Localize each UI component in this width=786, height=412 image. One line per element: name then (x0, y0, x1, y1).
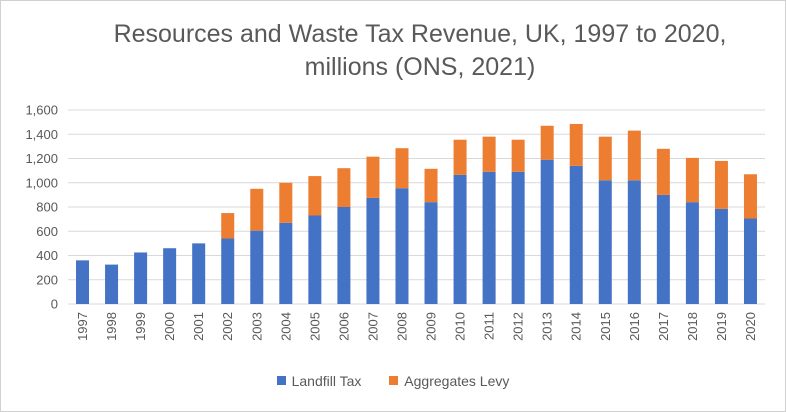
bar-landfill-2010 (453, 174, 467, 304)
bar-landfill-2005 (308, 215, 322, 304)
x-tick-label: 2013 (540, 312, 555, 341)
bar-landfill-2020 (743, 218, 757, 304)
bar-landfill-2016 (627, 180, 641, 304)
legend-label-landfill: Landfill Tax (291, 372, 362, 389)
bar-aggregates-2006 (337, 168, 351, 207)
x-tick-label: 2008 (394, 312, 409, 341)
x-tick-label: 2017 (656, 312, 671, 341)
x-tick-label: 2019 (714, 312, 729, 341)
x-tick-label: 1998 (104, 312, 119, 341)
bar-landfill-2018 (685, 202, 699, 304)
bar-aggregates-2019 (714, 160, 728, 209)
bar-landfill-2011 (482, 171, 496, 304)
bar-landfill-2013 (540, 159, 554, 304)
bar-landfill-2007 (366, 197, 380, 304)
bar-aggregates-2016 (627, 130, 641, 181)
y-tick-label: 1,600 (25, 103, 58, 118)
y-axis-ticks: 0 200 400 600 800 1,000 1,200 1,400 1,600 (25, 103, 58, 312)
bar-aggregates-2010 (453, 139, 467, 175)
y-tick-label: 1,000 (25, 175, 58, 190)
chart-title: Resources and Waste Tax Revenue, UK, 199… (70, 18, 770, 84)
bar-landfill-2012 (511, 171, 525, 304)
bar-aggregates-2018 (685, 157, 699, 203)
bar-aggregates-2020 (743, 174, 757, 219)
x-tick-label: 2005 (307, 312, 322, 341)
bar-aggregates-2002 (221, 213, 235, 239)
bar-landfill-2004 (279, 222, 293, 304)
bar-aggregates-2007 (366, 156, 380, 198)
y-tick-label: 1,400 (25, 127, 58, 142)
x-tick-label: 2010 (453, 312, 468, 341)
bars (76, 123, 757, 304)
chart-title-line-1: Resources and Waste Tax Revenue, UK, 199… (113, 20, 727, 48)
y-tick-label: 1,200 (25, 151, 58, 166)
bar-aggregates-2014 (569, 123, 583, 166)
x-tick-label: 2012 (511, 312, 526, 341)
bar-landfill-2008 (395, 188, 409, 304)
x-tick-label: 2004 (278, 312, 293, 341)
bar-aggregates-2009 (424, 168, 438, 203)
bar-landfill-2017 (656, 194, 670, 304)
bar-aggregates-2011 (482, 136, 496, 172)
legend-label-aggregates: Aggregates Levy (404, 372, 510, 389)
bar-aggregates-2005 (308, 176, 322, 216)
bar-aggregates-2003 (250, 188, 264, 231)
y-tick-label: 600 (36, 224, 58, 239)
legend-swatch-landfill (276, 376, 286, 385)
bar-landfill-2001 (192, 243, 206, 304)
x-tick-label: 2014 (569, 312, 584, 341)
gridlines (68, 109, 765, 305)
x-tick-label: 2018 (685, 312, 700, 341)
bar-landfill-1997 (76, 260, 90, 304)
x-axis-ticks: 1997 1998 1999 2000 2001 2002 2003 2004 2005 2006… (75, 312, 758, 341)
x-tick-label: 2006 (336, 312, 351, 341)
x-tick-label: 2015 (598, 312, 613, 341)
x-tick-label: 1997 (75, 312, 90, 341)
x-tick-label: 2009 (424, 312, 439, 341)
bar-aggregates-2015 (598, 136, 612, 181)
x-tick-label: 2007 (365, 312, 380, 341)
legend-item-aggregates: Aggregates Levy (389, 373, 509, 389)
legend-swatch-aggregates (389, 376, 399, 385)
bar-landfill-2009 (424, 202, 438, 304)
bar-aggregates-2012 (511, 139, 525, 172)
bar-landfill-2015 (598, 180, 612, 304)
x-tick-label: 2011 (482, 312, 497, 340)
bar-landfill-1999 (134, 252, 148, 304)
legend: Landfill Tax Aggregates Levy (0, 372, 786, 389)
x-tick-label: 2016 (627, 312, 642, 341)
chart-title-line-2: millions (ONS, 2021) (304, 53, 536, 81)
x-tick-label: 1999 (133, 312, 148, 341)
bar-aggregates-2004 (279, 182, 293, 223)
bar-landfill-2006 (337, 207, 351, 304)
bar-aggregates-2008 (395, 148, 409, 189)
bar-aggregates-2017 (656, 148, 670, 195)
bar-landfill-1998 (105, 264, 119, 304)
x-tick-label: 2000 (162, 312, 177, 341)
bar-landfill-2014 (569, 165, 583, 304)
y-tick-label: 800 (36, 200, 58, 215)
bar-landfill-2019 (714, 208, 728, 304)
bar-landfill-2003 (250, 230, 264, 304)
bar-landfill-2002 (221, 238, 235, 304)
bar-aggregates-2013 (540, 125, 554, 160)
y-tick-label: 400 (36, 248, 58, 263)
bar-landfill-2000 (163, 248, 177, 304)
y-tick-label: 200 (36, 272, 58, 287)
legend-item-landfill: Landfill Tax (276, 372, 362, 389)
x-tick-label: 2003 (249, 312, 264, 341)
x-tick-label: 2020 (743, 312, 758, 341)
x-tick-label: 2001 (191, 312, 206, 341)
x-tick-label: 2002 (220, 312, 235, 341)
y-tick-label: 0 (51, 297, 58, 312)
